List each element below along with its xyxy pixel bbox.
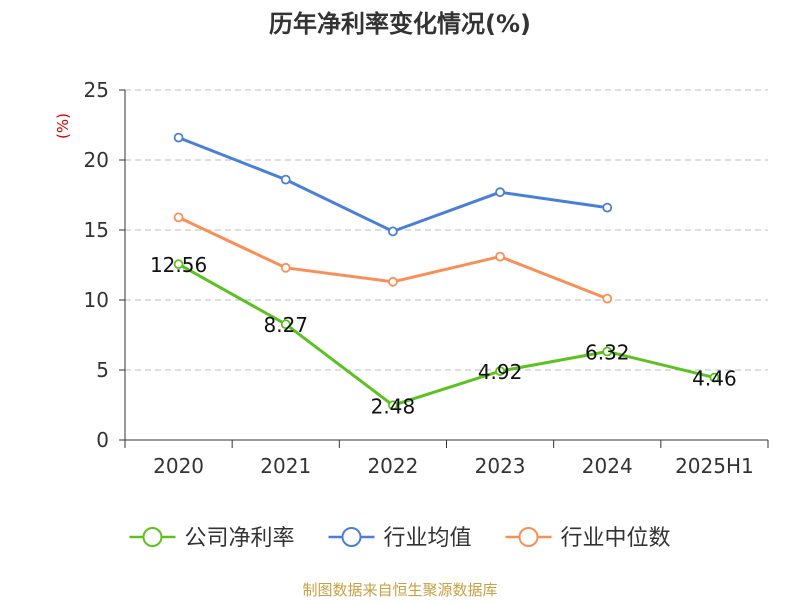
legend-label: 行业均值 (383, 526, 471, 551)
data-point (280, 174, 291, 185)
legend: 公司净利率 行业均值 行业中位数 (129, 526, 671, 551)
legend-marker (341, 527, 362, 547)
data-point (602, 202, 613, 213)
legend-marker (518, 527, 539, 547)
legend-item: 行业中位数 (505, 526, 671, 551)
x-tick-label: 2025H1 (675, 454, 754, 478)
data-label: 4.46 (692, 367, 737, 391)
data-point (602, 293, 613, 304)
series-line (177, 262, 715, 407)
x-tick-label: 2022 (367, 454, 418, 478)
y-tick-label: 15 (84, 218, 109, 242)
x-tick-label: 2021 (260, 454, 311, 478)
y-tick-label: 20 (84, 148, 109, 172)
x-tick-label: 2023 (475, 454, 526, 478)
y-tick-label: 0 (96, 428, 109, 452)
data-label: 4.92 (478, 360, 523, 384)
data-label: 6.32 (585, 341, 630, 365)
data-point (602, 346, 613, 357)
data-point (388, 400, 398, 411)
y-axis-label: (%) (54, 113, 72, 139)
data-point (388, 226, 398, 237)
data-point (495, 366, 505, 377)
data-source-note: 制图数据来自恒生聚源数据库 (302, 581, 497, 599)
legend-item: 公司净利率 (129, 526, 294, 551)
data-point (388, 276, 398, 287)
data-labels: 12.56 8.27 2.48 4.92 6.32 4.46 (150, 253, 737, 418)
data-label: 12.56 (150, 253, 207, 277)
data-point (709, 372, 720, 383)
legend-label: 公司净利率 (184, 526, 294, 551)
y-tick-label: 25 (84, 78, 109, 102)
data-point (280, 262, 291, 273)
y-tick-label: 5 (96, 358, 109, 382)
data-point (173, 212, 184, 223)
axes: 0 5 10 15 20 25 2020 2021 2022 2023 2024 2025H1 (84, 78, 769, 478)
series-lines (173, 132, 720, 411)
y-tick-label: 10 (84, 288, 109, 312)
x-tick-label: 2024 (582, 454, 633, 478)
data-point (173, 132, 184, 143)
data-point (280, 319, 291, 330)
series-line (178, 136, 608, 233)
grid-lines (125, 89, 768, 371)
data-point (495, 251, 505, 262)
data-label: 8.27 (263, 313, 308, 337)
legend-marker (142, 527, 163, 547)
data-label: 2.48 (371, 394, 416, 418)
x-tick-label: 2020 (153, 454, 204, 478)
chart-title: 历年净利率变化情况(%) (269, 10, 531, 38)
data-point (495, 187, 505, 198)
legend-label: 行业中位数 (561, 526, 671, 551)
data-point (173, 259, 184, 270)
legend-item: 行业均值 (328, 526, 472, 551)
